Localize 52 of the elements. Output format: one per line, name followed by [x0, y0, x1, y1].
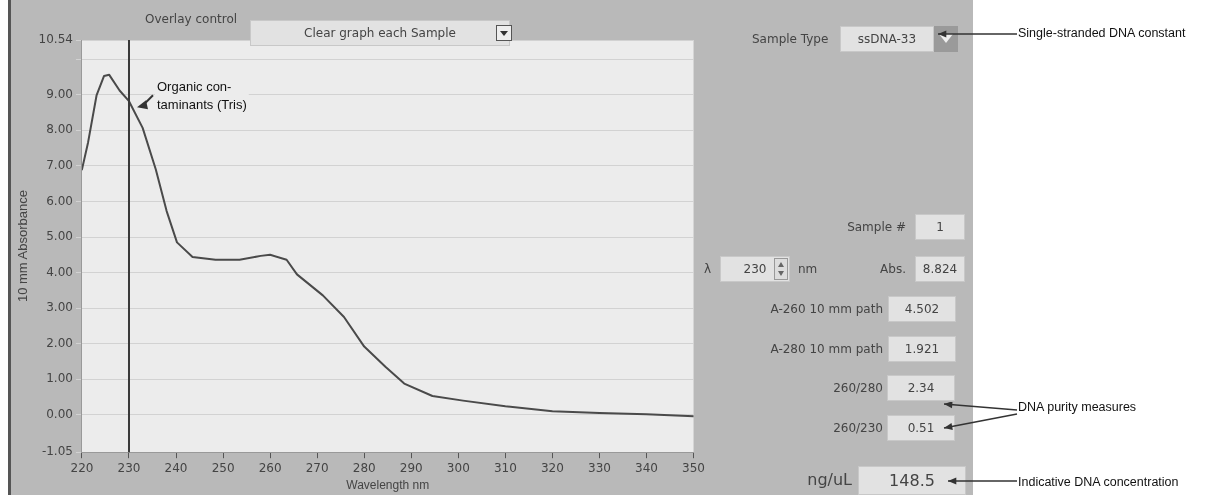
y-tick-label: 7.00: [46, 158, 73, 173]
text: Indicative DNA concentration: [1018, 475, 1179, 489]
y-tick-label: 9.00: [46, 86, 73, 101]
y-tick-label: 0.00: [46, 406, 73, 421]
text: A-280 10 mm path: [770, 342, 883, 356]
x-tick-label: 260: [258, 460, 282, 475]
text-field: 2.34: [887, 375, 955, 401]
text: 260/230: [833, 421, 883, 435]
x-tick-label: 310: [493, 460, 517, 475]
x-tick-label: 300: [446, 460, 470, 475]
text-field: 1: [915, 214, 965, 240]
text-field: ssDNA-33: [840, 26, 934, 52]
y-tick-label: 2.00: [46, 335, 73, 350]
text: DNA purity measures: [1018, 400, 1137, 414]
text: Overlay control: [145, 12, 238, 26]
text: Single-stranded DNA constant: [1018, 26, 1186, 40]
text-field: 8.824: [915, 256, 965, 282]
y-tick-label: 1.00: [46, 371, 73, 386]
text-field: 148.5: [858, 466, 966, 495]
text-field: Clear graph each Sample: [250, 20, 510, 46]
text: A-260 10 mm path: [770, 302, 883, 316]
x-axis-title: Wavelength nm: [346, 478, 430, 493]
text: λ: [704, 262, 712, 276]
x-tick-label: 320: [540, 460, 564, 475]
y-tick-label: -1.05: [41, 444, 73, 459]
y-tick-label: 3.00: [46, 300, 73, 315]
x-tick-label: 230: [117, 460, 141, 475]
y-tick-label: 6.00: [46, 193, 73, 208]
annotation: Organic con- taminants (Tris): [157, 78, 247, 112]
y-tick-label: 5.00: [46, 229, 73, 244]
text: nm: [798, 262, 818, 276]
x-tick-label: 220: [70, 460, 94, 475]
x-tick-label: 330: [588, 460, 611, 475]
text: Sample Type: [752, 32, 829, 46]
y-axis-title: 10 mm Absorbance: [15, 190, 31, 303]
x-tick-label: 250: [211, 460, 235, 475]
x-tick-label: 350: [682, 460, 705, 475]
x-tick-label: 240: [164, 460, 188, 475]
text: ng/uL: [807, 470, 852, 489]
text: Sample #: [847, 220, 906, 234]
x-tick-label: 270: [305, 460, 329, 475]
text-field: 1.921: [888, 336, 956, 362]
text: Abs.: [880, 262, 906, 276]
y-tick-label: 10.54: [38, 32, 73, 47]
text-field: 0.51: [887, 415, 955, 441]
x-tick-label: 290: [399, 460, 423, 475]
text: 260/280: [833, 381, 883, 395]
y-tick-label: 8.00: [46, 122, 73, 137]
y-tick-label: 4.00: [46, 264, 73, 279]
x-tick-label: 280: [352, 460, 376, 475]
x-tick-label: 340: [635, 460, 658, 475]
text-field: 4.502: [888, 296, 956, 322]
